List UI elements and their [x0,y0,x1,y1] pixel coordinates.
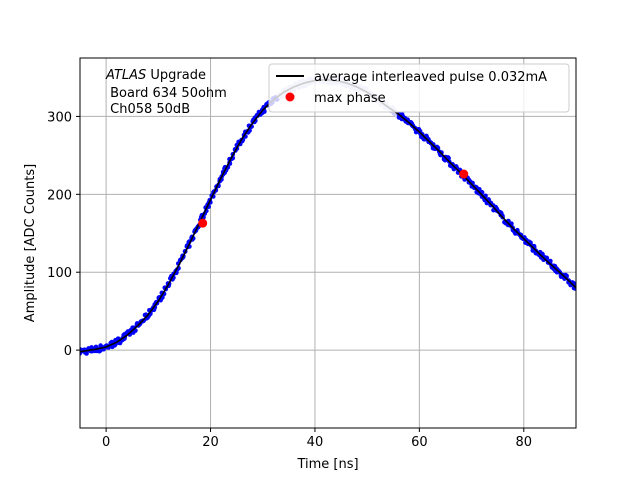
x-axis-label: Time [ns] [296,457,358,472]
y-axis-label: Amplitude [ADC Counts] [23,164,38,322]
max-phase-point [459,169,469,179]
annotation-title-rest: Upgrade [146,68,206,83]
annotation-title: ATLAS Upgrade [105,68,206,83]
x-tick-label: 60 [411,435,428,450]
max-phase-markers [198,169,469,228]
y-tick-label: 300 [47,110,72,125]
plot-frame [79,57,577,429]
max-phase-point [198,218,208,228]
legend-label-average: average interleaved pulse 0.032mA [314,70,547,85]
y-tick-label: 100 [47,266,72,281]
legend: average interleaved pulse 0.032mA max ph… [268,63,570,113]
annotation-channel: Ch058 50dB [106,102,190,117]
x-tick-label: 40 [307,435,324,450]
legend-label-max-phase: max phase [314,91,386,106]
y-tick-label: 0 [64,344,72,359]
annotation-board: Board 634 50ohm [106,86,227,101]
annotation-title-italic: ATLAS [105,68,146,83]
annotation-box: ATLAS Upgrade Board 634 50ohm Ch058 50dB [105,68,227,117]
x-tick-label: 80 [516,435,533,450]
x-tick-label: 0 [102,435,110,450]
legend-dot-swatch [285,92,295,102]
x-tick-label: 20 [202,435,219,450]
y-tick-label: 200 [47,188,72,203]
legend-frame [268,63,570,113]
grid-lines [80,58,576,428]
axis-ticks: 0 20 40 60 80 0 100 200 300 [47,110,532,450]
